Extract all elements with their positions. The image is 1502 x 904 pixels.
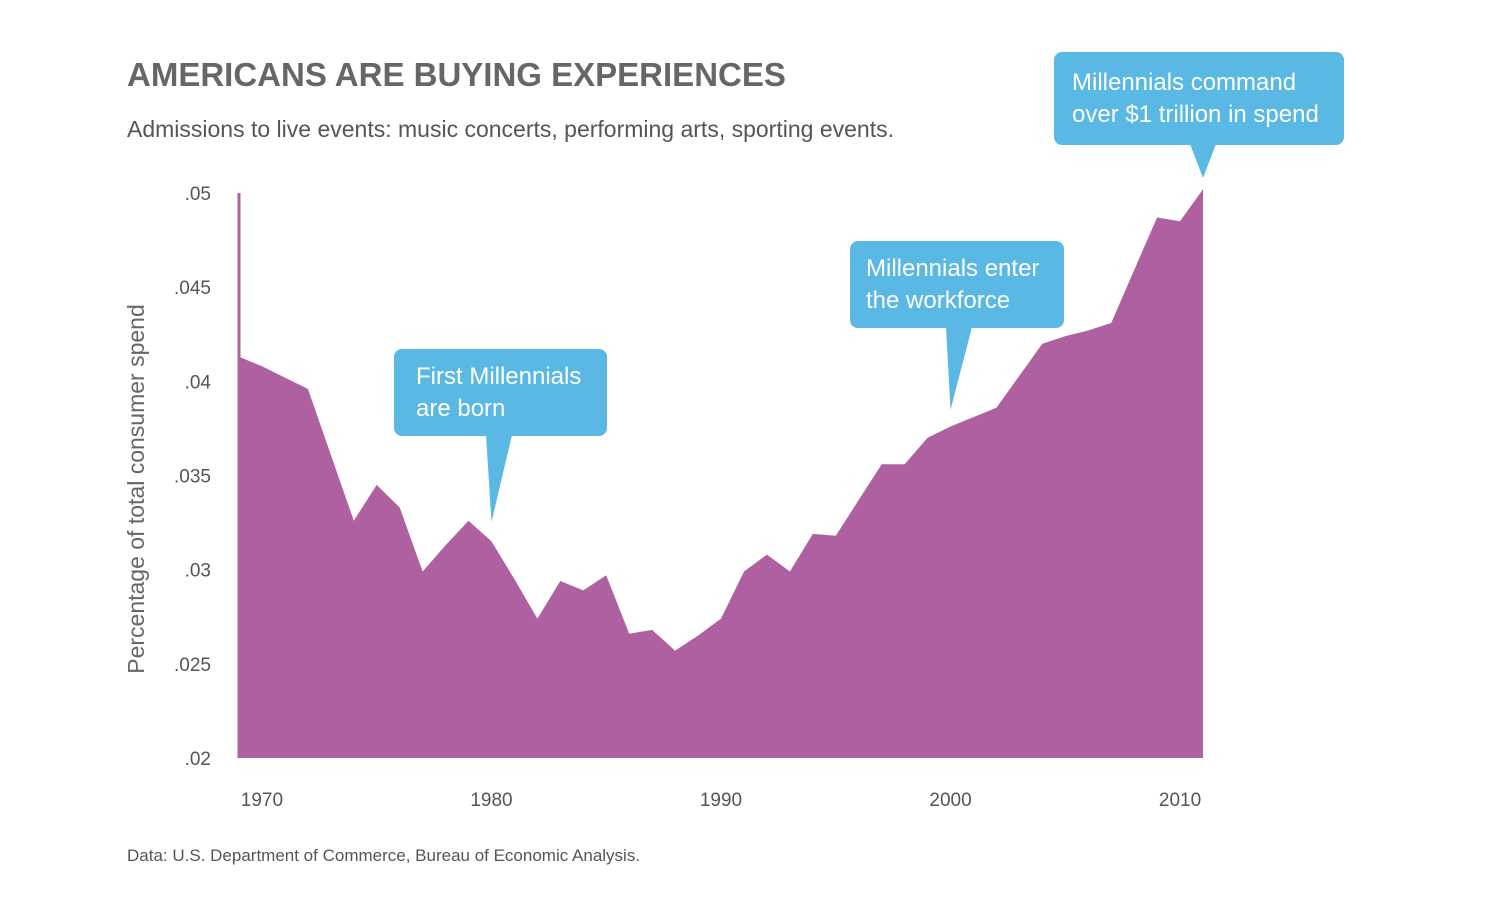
x-tick-label: 2000 bbox=[929, 790, 971, 811]
source-note: Data: U.S. Department of Commerce, Burea… bbox=[127, 846, 640, 865]
callout-pointer bbox=[946, 327, 972, 410]
callout-line: Millennials command bbox=[1072, 69, 1296, 96]
x-tick-label: 1970 bbox=[241, 790, 283, 811]
callout-text: First Millennials are born bbox=[416, 363, 581, 422]
area-series-0 bbox=[239, 189, 1203, 758]
callout-box bbox=[850, 241, 1064, 328]
callout-text: Millennials enter the workforce bbox=[866, 255, 1039, 314]
callout-line: First Millennials bbox=[416, 363, 581, 390]
callout-line: over $1 trillion in spend bbox=[1072, 101, 1319, 128]
callout-pointer bbox=[486, 435, 512, 522]
y-tick-label: .03 bbox=[185, 561, 211, 582]
callout-box bbox=[394, 349, 607, 436]
x-axis-ticks: 1970 1980 1990 2000 2010 bbox=[241, 790, 1201, 811]
callout-2: Millennials command over $1 trillion in s… bbox=[1054, 52, 1344, 178]
callout-line: are born bbox=[416, 395, 505, 422]
y-axis-label: Percentage of total consumer spend bbox=[123, 304, 149, 674]
y-tick-label: .02 bbox=[185, 749, 211, 770]
chart-subtitle: Admissions to live events: music concert… bbox=[127, 116, 894, 142]
x-tick-label: 2010 bbox=[1159, 790, 1201, 811]
chart-title: AMERICANS ARE BUYING EXPERIENCES bbox=[127, 56, 786, 93]
callout-pointer bbox=[1190, 144, 1216, 178]
callout-text: Millennials command over $1 trillion in s… bbox=[1072, 69, 1319, 128]
y-tick-label: .045 bbox=[174, 278, 211, 299]
annotations: First Millennials are born Millennials ent… bbox=[394, 52, 1344, 522]
y-tick-label: .05 bbox=[185, 184, 211, 205]
callout-1: Millennials enter the workforce bbox=[850, 241, 1064, 410]
x-tick-label: 1990 bbox=[700, 790, 742, 811]
y-axis-ticks: .05 .045 .04 .035 .03 .025 .02 bbox=[174, 184, 211, 770]
y-tick-label: .035 bbox=[174, 467, 211, 488]
plot-area bbox=[237, 189, 1203, 758]
y-tick-label: .04 bbox=[185, 372, 212, 393]
x-tick-label: 1980 bbox=[470, 790, 512, 811]
callout-box bbox=[1054, 52, 1344, 145]
callout-0: First Millennials are born bbox=[394, 349, 607, 522]
y-tick-label: .025 bbox=[174, 655, 211, 676]
callout-line: Millennials enter bbox=[866, 255, 1039, 282]
callout-line: the workforce bbox=[866, 287, 1010, 314]
